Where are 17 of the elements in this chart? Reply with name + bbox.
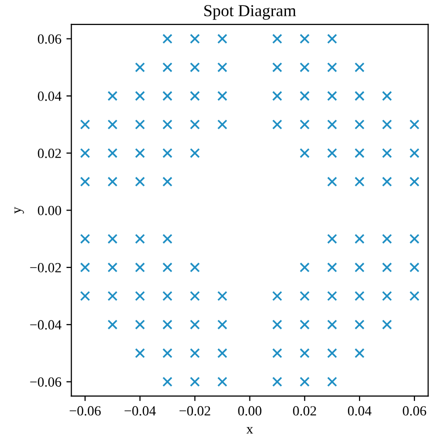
y-axis-title: y [14, 206, 24, 214]
chart-title: Spot Diagram [204, 5, 296, 20]
y-tick-label: −0.06 [30, 377, 62, 387]
x-tick-label: 0.06 [402, 406, 426, 416]
x-tick-label: 0.02 [293, 406, 316, 416]
x-tick-label: −0.04 [124, 406, 156, 416]
x-tick-label: −0.06 [70, 406, 101, 416]
x-axis-title: x [246, 427, 254, 434]
y-tick-label: −0.04 [30, 320, 62, 330]
y-tick-label: 0.00 [38, 206, 62, 216]
x-tick-label: −0.02 [179, 406, 210, 416]
x-tick-label: 0.00 [238, 406, 262, 416]
y-tick-label: 0.02 [38, 148, 61, 158]
y-tick-label: −0.02 [30, 263, 61, 272]
y-tick-label: 0.04 [38, 92, 62, 101]
y-tick-label: 0.06 [38, 34, 62, 44]
x-tick-label: 0.04 [348, 406, 372, 416]
